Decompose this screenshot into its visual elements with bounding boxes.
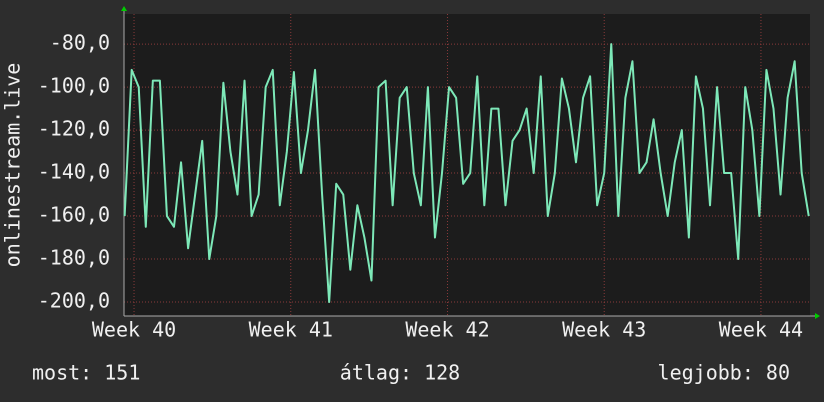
axis-arrow — [815, 313, 820, 319]
x-tick-label: Week 40 — [92, 318, 176, 342]
y-tick-label: -180,0 — [38, 246, 110, 270]
y-tick-label: -160,0 — [38, 203, 110, 227]
x-tick-label: Week 41 — [249, 318, 333, 342]
y-tick-label: -200,0 — [38, 289, 110, 313]
y-tick-label: -100,0 — [38, 74, 110, 98]
stat-average: átlag: 128 — [340, 361, 460, 385]
y-tick-label: -140,0 — [38, 160, 110, 184]
data-line — [123, 43, 810, 304]
stat-current: most: 151 — [32, 361, 140, 385]
x-tick-label: Week 43 — [562, 318, 646, 342]
axis-arrow — [121, 6, 127, 11]
y-tick-label: -120,0 — [38, 117, 110, 141]
y-axis-title: onlinestream.live — [1, 63, 25, 268]
x-tick-label: Week 42 — [405, 318, 489, 342]
stat-best: legjobb: 80 — [658, 361, 790, 385]
x-tick-label: Week 44 — [719, 318, 803, 342]
y-tick-label: -80,0 — [50, 31, 110, 55]
